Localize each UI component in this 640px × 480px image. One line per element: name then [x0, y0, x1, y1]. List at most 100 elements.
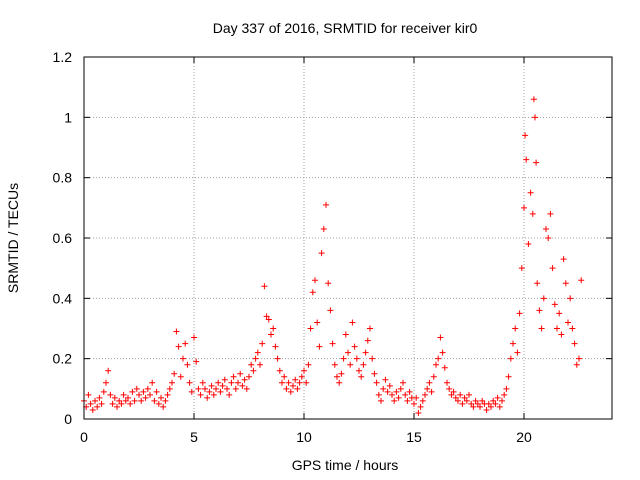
data-point [323, 201, 329, 208]
data-point [386, 382, 393, 389]
data-point [85, 391, 92, 398]
data-point [400, 379, 406, 386]
data-point [303, 379, 310, 386]
data-point [210, 391, 217, 398]
data-point [221, 376, 228, 383]
data-point [120, 391, 127, 398]
data-point [182, 340, 189, 347]
data-point [144, 385, 151, 392]
y-tick-label: 0.4 [53, 290, 73, 306]
data-point [439, 349, 446, 356]
data-point [118, 400, 125, 407]
data-point [358, 373, 365, 380]
data-point [472, 397, 479, 404]
data-point [369, 355, 376, 362]
data-point [404, 397, 411, 404]
data-point [208, 382, 215, 389]
data-point [336, 379, 343, 386]
data-point [540, 295, 547, 302]
data-point [171, 370, 178, 377]
data-point [558, 331, 565, 338]
data-point [155, 400, 162, 407]
data-point [522, 132, 529, 139]
data-point [246, 373, 252, 380]
x-axis-label: GPS time / hours [292, 457, 399, 473]
data-point [175, 343, 182, 350]
data-point [338, 370, 345, 377]
data-point [430, 373, 437, 380]
data-point [162, 397, 169, 404]
data-point [217, 388, 224, 395]
data-point [435, 355, 442, 362]
data-point [204, 394, 211, 401]
data-point [226, 391, 233, 398]
data-point [470, 403, 477, 410]
data-point [397, 385, 404, 392]
data-point [490, 397, 497, 404]
data-point [474, 400, 481, 407]
y-axis-label: SRMTID / TECUs [5, 183, 21, 293]
x-tick-label: 5 [190, 429, 198, 445]
data-point [184, 361, 191, 368]
data-point [426, 379, 433, 386]
data-point [164, 391, 171, 398]
data-point [136, 391, 142, 398]
x-tick-label: 10 [296, 429, 312, 445]
data-point [512, 325, 519, 332]
data-point [571, 340, 578, 347]
data-point [239, 382, 246, 389]
data-point [569, 325, 576, 332]
data-point [133, 385, 140, 392]
data-point [96, 394, 103, 401]
data-point [479, 397, 486, 404]
data-point [565, 319, 571, 326]
data-point [89, 406, 96, 413]
data-point [549, 265, 556, 272]
data-point [257, 361, 263, 368]
data-point [248, 361, 255, 368]
data-point [116, 397, 123, 404]
data-point [353, 355, 360, 362]
data-point [98, 400, 105, 407]
data-point [413, 394, 420, 401]
data-point [334, 373, 340, 380]
data-point [331, 361, 338, 368]
data-point [492, 400, 499, 407]
data-point [318, 250, 325, 257]
data-point [250, 367, 257, 374]
data-point [505, 373, 512, 380]
data-point [518, 265, 525, 272]
data-point [545, 235, 552, 241]
data-point [360, 361, 367, 368]
data-point [206, 388, 213, 395]
data-point [195, 385, 202, 392]
data-point [199, 379, 206, 386]
data-point [268, 331, 274, 338]
data-point [516, 310, 523, 317]
data-point [554, 325, 560, 332]
data-point [114, 403, 120, 410]
data-point [158, 394, 164, 401]
data-point [364, 337, 371, 344]
data-point [527, 189, 534, 196]
data-point [177, 373, 184, 380]
data-point [107, 391, 114, 398]
data-point [533, 159, 540, 166]
data-point [349, 319, 356, 326]
data-point [367, 325, 373, 332]
data-point [100, 388, 107, 395]
data-point [536, 307, 543, 314]
data-point [477, 403, 483, 410]
data-point [224, 385, 230, 392]
data-point [578, 277, 585, 284]
data-point [437, 334, 444, 341]
data-point [215, 379, 222, 386]
data-point [459, 400, 466, 407]
data-point [499, 397, 505, 404]
data-point [103, 379, 109, 386]
data-point [109, 400, 116, 407]
data-point [243, 385, 250, 392]
data-point [529, 210, 536, 217]
chart-gridlines [84, 57, 612, 419]
